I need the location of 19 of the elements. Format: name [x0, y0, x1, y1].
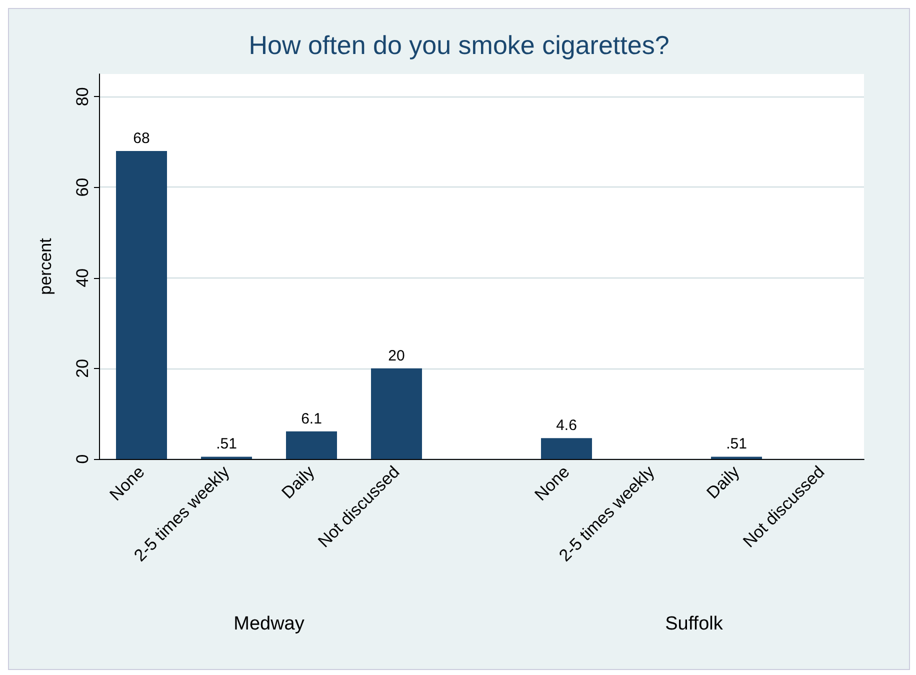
y-tick-label: 60 — [73, 178, 92, 197]
data-label: .51 — [216, 436, 237, 453]
y-tick-label: 40 — [73, 268, 92, 288]
text: Suffolk — [665, 614, 724, 634]
y-tick-label: 80 — [73, 87, 92, 106]
y-axis-title: percent — [36, 238, 55, 295]
data-label: 4.6 — [556, 417, 577, 434]
data-label: 68 — [133, 130, 150, 147]
data-label: .51 — [726, 436, 747, 453]
bar — [116, 151, 167, 459]
y-tick-label: 0 — [73, 454, 92, 464]
y-tick-label: 20 — [73, 358, 92, 378]
chart-title: How often do you smoke cigarettes? — [248, 30, 670, 60]
bar — [371, 368, 422, 459]
data-label: 6.1 — [301, 410, 322, 428]
data-label: 20 — [388, 347, 405, 364]
bar — [541, 438, 592, 459]
text: Medway — [234, 614, 305, 634]
bar — [286, 431, 337, 459]
